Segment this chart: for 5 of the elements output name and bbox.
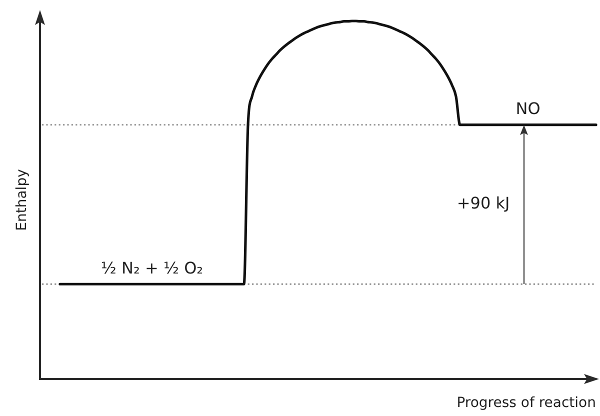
x-axis-title: Progress of reaction [456,395,596,412]
annotation: ½ N₂ + ½ O₂ [100,258,204,278]
annotation: +90 kJ [456,194,510,213]
y-axis-title: Enthalpy [14,169,30,231]
annotation: NO [516,98,540,118]
